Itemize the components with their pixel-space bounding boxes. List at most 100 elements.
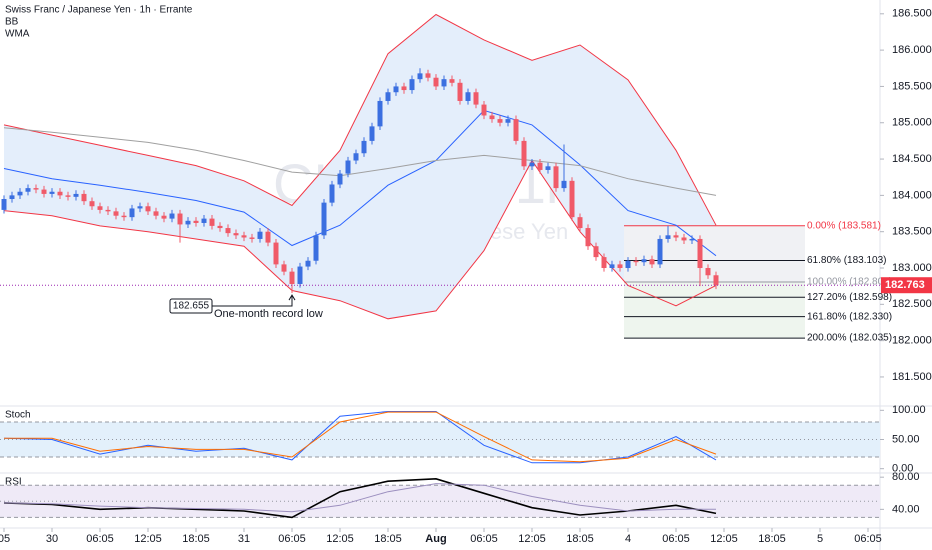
candle-body [489,115,495,120]
candle-body [209,218,215,226]
candle-body [233,233,239,236]
x-tick-label: 12:05 [710,533,738,545]
candle-body [1,199,7,210]
candle-body [649,259,655,265]
candle-body [689,238,695,241]
x-tick-label: 05 [0,533,10,545]
candle-body [225,228,231,234]
candle-body [9,195,15,200]
x-tick-label: Aug [425,533,446,545]
candle-body [353,153,359,161]
candle-body [25,188,31,192]
candle-body [177,213,183,225]
candle-body [17,191,23,196]
candle-body [433,77,439,87]
candle-body [193,220,199,223]
indicator-line [3,477,717,519]
candle-body [321,202,327,236]
candle-body [681,237,687,241]
x-tick-label: 30 [46,533,58,545]
x-tick-label: 06:05 [470,533,498,545]
x-tick-label: 12:05 [134,533,162,545]
candle-body [257,231,263,239]
candle-body [465,92,471,101]
annotation-arrow [212,296,293,307]
candle-body [625,260,631,269]
x-tick-label: 06:05 [86,533,114,545]
candle-body [441,79,447,87]
candle-body [273,242,279,265]
candle-body [305,260,311,267]
x-tick-label: 06:05 [854,533,882,545]
candle-body [121,215,127,218]
candle-body [41,189,47,194]
candle-body [481,104,487,116]
candle-body [425,73,431,78]
panel-title: Stoch [5,410,31,421]
candle-body [153,211,159,216]
candle-body [545,166,551,170]
candle-body [641,259,647,263]
candle-body [289,271,295,284]
candle-body [593,246,599,258]
candle-body [385,92,391,101]
candle-body [449,79,455,83]
header-indicator: WMA [5,29,30,40]
candle-body [713,275,719,286]
y-tick-label: 186.500 [892,8,932,20]
fib-label: 161.80% (182.330) [807,311,892,322]
candle-body [249,237,255,239]
candle-body [137,206,143,209]
candle-body [241,235,247,238]
indicator-line [3,109,717,257]
fib-label: 0.00% (183.581) [807,220,881,231]
candle-body [73,193,79,197]
candle-body [609,264,615,269]
candle-body [657,238,663,265]
indicator-line [3,127,717,196]
candle-body [377,100,383,127]
annotation-text: One-month record low [214,308,323,320]
candle-body [33,188,39,190]
fib-label: 200.00% (182.035) [807,333,892,344]
candle-body [553,166,559,189]
fib-label: 100.00% (182.808) [807,277,892,288]
candle-body [561,180,567,189]
candle-body [473,92,479,105]
indicator-line [4,411,717,463]
header-indicator: BB [5,17,19,28]
last-price-box [881,277,932,294]
y-tick-label: 0.00 [892,463,913,475]
candle-body [617,264,623,269]
candle-body [297,266,303,284]
indicator-line [3,483,716,513]
y-tick-label: 100.00 [892,404,926,416]
fib-zone [624,281,805,339]
candle-body [345,160,351,174]
y-tick-label: 182.500 [892,298,932,310]
y-tick-label: 50.00 [892,433,920,445]
candle-body [329,184,335,203]
candle-body [497,119,503,123]
candle-body [665,235,671,239]
candle-body [361,140,367,154]
candle-body [169,213,175,219]
candle-body [569,180,575,218]
x-tick-label: 12:05 [518,533,546,545]
y-tick-label: 185.000 [892,117,932,129]
last-price-label: 182.763 [885,279,925,291]
band-fill [4,14,716,319]
x-tick-label: 18:05 [374,533,402,545]
candle-body [513,119,519,141]
candle-body [105,209,111,212]
candle-body [129,208,135,218]
candle-body [81,193,87,202]
candle-body [185,220,191,225]
y-tick-label: 185.500 [892,80,932,92]
x-tick-label: 12:05 [326,533,354,545]
candle-body [217,225,223,229]
fib-zone [624,225,805,282]
candle-body [417,73,423,80]
y-tick-label: 184.000 [892,189,932,201]
candle-body [393,86,399,93]
